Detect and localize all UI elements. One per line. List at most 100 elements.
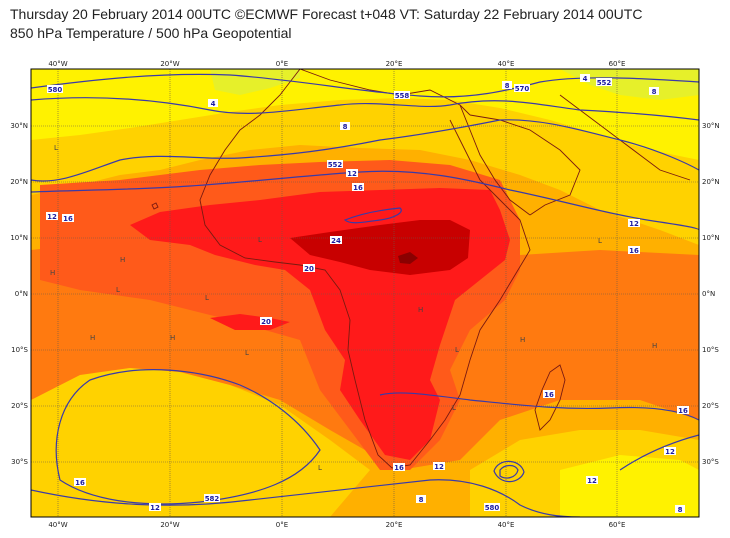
longitude-labels-top: 40°W 20°W 0°E 20°E 40°E 60°E — [48, 60, 625, 68]
contour-label: 16 — [74, 478, 86, 487]
pressure-mark: H — [90, 334, 95, 342]
pressure-mark: L — [245, 349, 249, 357]
lon-label: 0°E — [276, 60, 288, 68]
pressure-marks: L L H H L H L L H H H L H L L L — [50, 144, 657, 472]
contour-label: 8 — [340, 122, 350, 131]
lon-label: 0°E — [276, 521, 288, 529]
coast-madagascar — [534, 364, 566, 431]
contour-558 — [31, 97, 699, 121]
contour-label: 4 — [208, 99, 218, 108]
map-frame — [30, 68, 700, 518]
svg-text:12: 12 — [587, 477, 597, 485]
svg-text:8: 8 — [652, 88, 657, 96]
chart-title-line-1: Thursday 20 February 2014 00UTC ©ECMWF F… — [10, 6, 643, 22]
contour-label: 16 — [628, 246, 640, 255]
contour-label: 16 — [393, 463, 405, 472]
contour-label: 558 — [394, 91, 410, 100]
contour-label: 12 — [433, 462, 445, 471]
contour-south-central — [379, 392, 699, 421]
lon-label: 40°W — [48, 60, 67, 68]
contour-label: 16 — [352, 183, 364, 192]
lat-label: 20°N — [702, 178, 720, 186]
svg-text:552: 552 — [597, 79, 612, 87]
longitude-labels-bottom: 40°W 20°W 0°E 20°E 40°E 60°E — [48, 521, 625, 529]
lon-label: 40°W — [48, 521, 67, 529]
contour-label: 20 — [260, 317, 272, 326]
svg-text:552: 552 — [328, 161, 343, 169]
pressure-mark: L — [54, 144, 58, 152]
pressure-mark: L — [258, 236, 262, 244]
pressure-mark: L — [318, 464, 322, 472]
contour-570 — [31, 119, 699, 182]
svg-text:580: 580 — [48, 86, 63, 94]
contour-low-ring-outer — [493, 460, 525, 483]
contour-south-west — [55, 369, 321, 505]
temperature-field — [31, 69, 699, 517]
lat-label: 10°S — [11, 346, 28, 354]
contour-labels: 580 4 8 12 16 552 12 16 24 20 12 16 20 5… — [46, 74, 689, 514]
lat-label: 30°N — [702, 122, 720, 130]
lat-label: 20°S — [702, 402, 719, 410]
contour-east-south — [619, 434, 699, 471]
latitude-labels-right: 30°N 20°N 10°N 0°N 10°S 20°S 30°S — [702, 122, 720, 466]
svg-text:20: 20 — [261, 318, 271, 326]
lat-label: 10°N — [702, 234, 720, 242]
svg-text:20: 20 — [304, 265, 314, 273]
svg-text:558: 558 — [395, 92, 410, 100]
lat-label: 30°S — [702, 458, 719, 466]
svg-text:16: 16 — [678, 407, 688, 415]
svg-text:4: 4 — [211, 100, 216, 108]
pressure-mark: L — [205, 294, 209, 302]
svg-text:580: 580 — [485, 504, 500, 512]
lat-label: 10°N — [10, 234, 28, 242]
svg-text:24: 24 — [331, 237, 341, 245]
coast-cape-verde — [151, 202, 159, 210]
svg-text:12: 12 — [665, 448, 675, 456]
pressure-mark: H — [50, 269, 55, 277]
contour-label: 4 — [580, 74, 590, 83]
svg-text:12: 12 — [629, 220, 639, 228]
contour-low-ring — [499, 464, 519, 479]
contour-label: 20 — [303, 264, 315, 273]
lat-label: 30°N — [10, 122, 28, 130]
field-africa-extreme — [398, 252, 418, 264]
contour-582 — [31, 170, 699, 231]
contour-label: 12 — [346, 169, 358, 178]
lat-label: 0°N — [702, 290, 715, 298]
contour-label: 8 — [416, 495, 426, 504]
pressure-mark: H — [170, 334, 175, 342]
lon-label: 60°E — [609, 521, 626, 529]
pressure-mark: H — [652, 342, 657, 350]
contour-label: 12 — [46, 212, 58, 221]
lon-label: 60°E — [609, 60, 626, 68]
svg-text:582: 582 — [205, 495, 220, 503]
lat-label: 0°N — [15, 290, 28, 298]
contour-588-ring — [343, 207, 402, 224]
pressure-mark: L — [452, 404, 456, 412]
contour-label: 12 — [149, 503, 161, 512]
svg-text:16: 16 — [63, 215, 73, 223]
lat-label: 20°N — [10, 178, 28, 186]
grid-lines — [31, 69, 699, 517]
lat-label: 10°S — [702, 346, 719, 354]
pressure-mark: L — [455, 346, 459, 354]
contour-label: 8 — [675, 505, 685, 514]
contour-label: 580 — [484, 503, 500, 512]
contour-label: 552 — [596, 78, 612, 87]
lon-label: 40°E — [498, 60, 515, 68]
contour-label: 16 — [677, 406, 689, 415]
latitude-labels-left: 30°N 20°N 10°N 0°N 10°S 20°S 30°S — [10, 122, 28, 466]
chart-title-line-2: 850 hPa Temperature / 500 hPa Geopotenti… — [10, 25, 292, 41]
svg-text:570: 570 — [515, 85, 530, 93]
svg-text:12: 12 — [434, 463, 444, 471]
contour-label: 16 — [62, 214, 74, 223]
svg-text:16: 16 — [394, 464, 404, 472]
contour-label: 570 — [514, 84, 530, 93]
lon-label: 40°E — [498, 521, 515, 529]
contour-label: 12 — [628, 219, 640, 228]
pressure-mark: L — [116, 286, 120, 294]
svg-text:8: 8 — [343, 123, 348, 131]
lon-label: 20°E — [386, 60, 403, 68]
svg-text:8: 8 — [505, 82, 510, 90]
